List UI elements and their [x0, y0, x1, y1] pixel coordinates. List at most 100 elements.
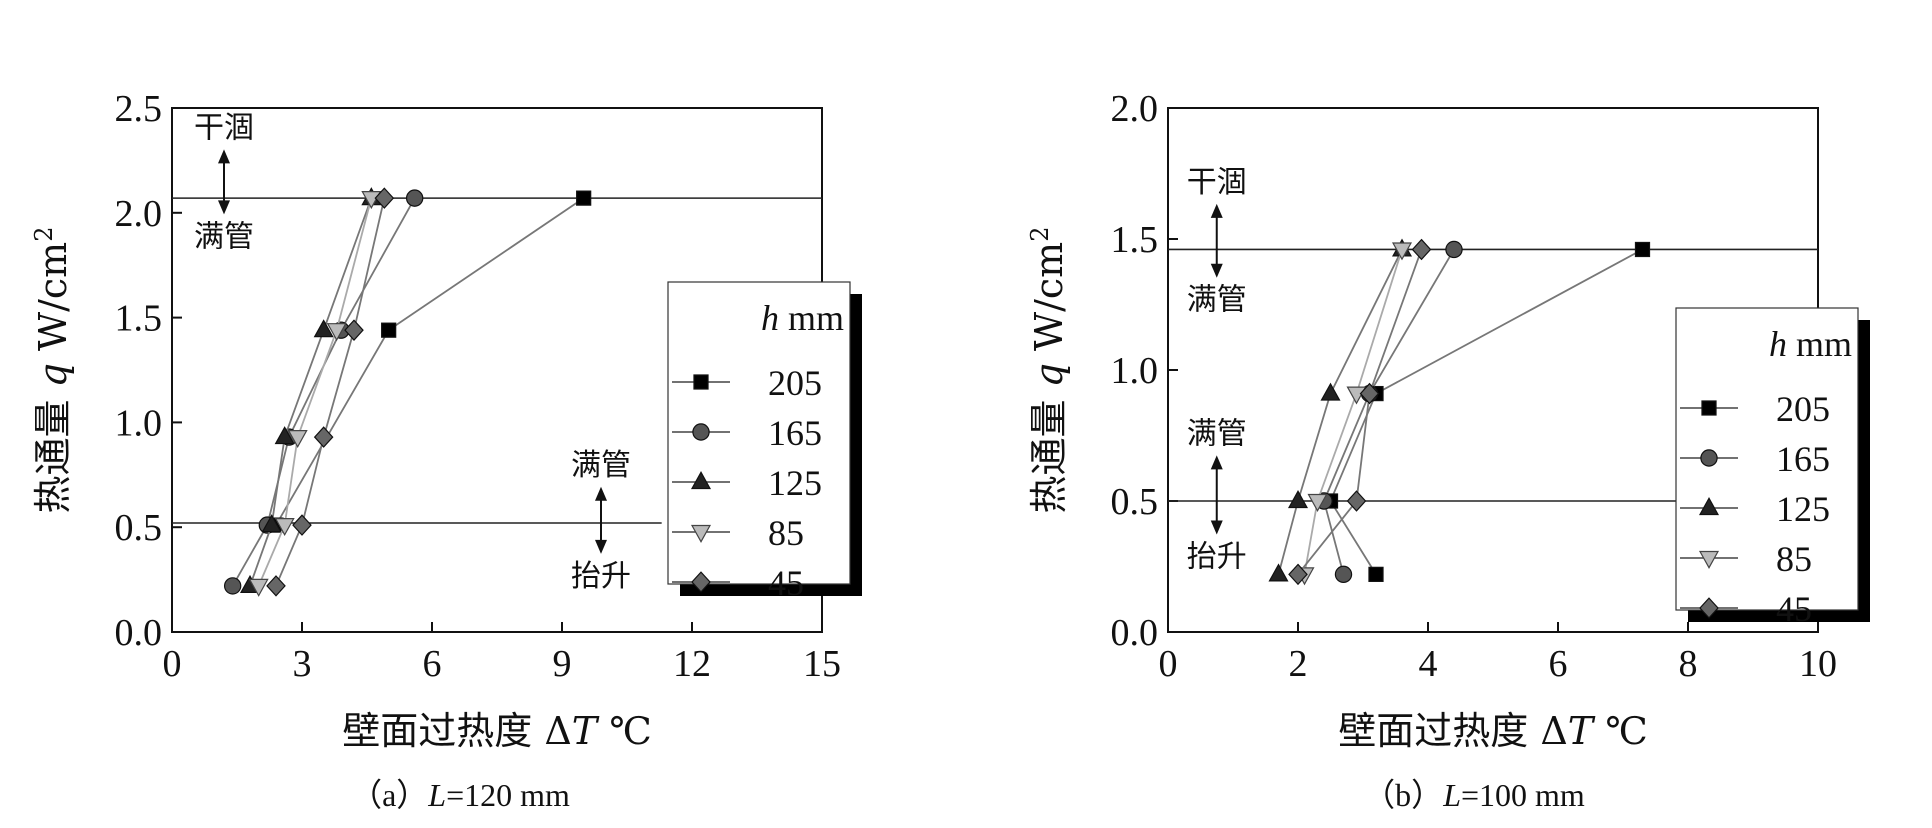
x-axis-label: 壁面过热度 ΔT ℃ — [1338, 709, 1647, 753]
data-point — [361, 191, 382, 210]
legend-label: 45 — [1776, 589, 1812, 629]
regime-arrow-head-down — [218, 200, 230, 215]
data-point — [287, 429, 308, 449]
data-point — [313, 426, 334, 448]
data-point — [1288, 563, 1308, 586]
data-point — [381, 322, 397, 338]
regime-arrow-head-up — [595, 486, 607, 501]
regime-annotation: 干涸 — [194, 110, 254, 145]
series-45 — [266, 187, 395, 597]
data-point — [266, 575, 286, 597]
legend-label: 85 — [768, 513, 804, 553]
regime-annotation: 抬升 — [1187, 540, 1247, 575]
x-tick-label: 0 — [163, 643, 182, 685]
legend-label: 165 — [768, 413, 822, 453]
legend-title: h mm — [761, 298, 844, 338]
series-line — [275, 197, 386, 587]
series-85 — [1294, 242, 1413, 586]
data-point — [1307, 493, 1328, 512]
regime-arrow-head-up — [1210, 203, 1223, 218]
legend-label: 165 — [1776, 439, 1830, 479]
data-point — [1391, 242, 1413, 261]
legend-marker — [690, 524, 712, 543]
data-point — [261, 514, 282, 533]
data-point — [1346, 386, 1367, 405]
data-point — [1359, 382, 1380, 405]
panel-caption: （b）L=100 mm — [1363, 777, 1585, 813]
data-point — [1287, 490, 1309, 509]
y-tick-label: 1.5 — [115, 298, 163, 340]
x-tick-label: 6 — [423, 643, 442, 685]
legend-label: 125 — [768, 463, 822, 503]
legend: h mm 205 165 125 85 45 — [667, 281, 862, 603]
legend-label: 125 — [1776, 489, 1830, 529]
x-axis-label: 壁面过热度 ΔT ℃ — [342, 709, 651, 753]
x-tick-label: 8 — [1679, 643, 1698, 685]
legend-marker — [1699, 597, 1719, 619]
y-tick-label: 1.5 — [1111, 219, 1159, 261]
panel-caption: （a）L=120 mm — [350, 777, 570, 813]
legend-label: 205 — [768, 363, 822, 403]
legend-marker — [1701, 400, 1717, 416]
legend-label: 85 — [1776, 539, 1812, 579]
regime-annotation: 满管 — [571, 448, 631, 483]
data-point — [1634, 241, 1651, 258]
series-line — [275, 197, 585, 526]
data-point — [248, 578, 269, 597]
regime-arrow-head-down — [595, 539, 607, 554]
x-tick-label: 0 — [1159, 643, 1178, 685]
data-point — [326, 323, 347, 342]
data-point — [274, 426, 295, 445]
series-45 — [1288, 238, 1432, 586]
data-point — [223, 577, 242, 595]
legend-label: 205 — [1776, 389, 1830, 429]
legend-label: 45 — [768, 563, 804, 603]
data-point — [1368, 566, 1384, 582]
data-point — [1320, 382, 1341, 401]
data-point — [344, 319, 364, 341]
data-point — [1334, 565, 1353, 584]
legend-marker — [1700, 449, 1718, 467]
regime-arrow-head-down — [1210, 520, 1223, 535]
series-line — [1277, 249, 1403, 575]
regime-annotation: 抬升 — [571, 559, 631, 594]
legend: h mm 205 165 125 85 45 — [1675, 307, 1870, 629]
regime-arrow-head-up — [1210, 455, 1223, 470]
series-205 — [268, 190, 592, 533]
x-tick-label: 9 — [553, 643, 572, 685]
regime-annotation: 满管 — [1187, 283, 1247, 318]
series-85 — [248, 191, 382, 597]
y-tick-label: 0.0 — [115, 612, 163, 654]
regime-arrow-head-up — [218, 149, 230, 164]
x-tick-label: 15 — [803, 643, 841, 685]
legend-marker — [692, 423, 710, 441]
data-point — [1445, 240, 1463, 259]
y-tick-label: 0.5 — [1111, 481, 1159, 523]
data-point — [1268, 563, 1289, 582]
regime-annotation: 满管 — [194, 219, 254, 254]
series-line — [1297, 249, 1423, 575]
regime-annotation: 干涸 — [1187, 165, 1247, 200]
series-125 — [239, 187, 382, 593]
y-axis-label: 热通量 q W/cm2 — [30, 227, 75, 514]
data-point — [292, 514, 312, 536]
series-line — [1329, 248, 1643, 575]
x-tick-label: 4 — [1419, 643, 1438, 685]
x-tick-label: 2 — [1289, 643, 1308, 685]
y-tick-label: 0.0 — [1111, 612, 1159, 654]
regime-annotation: 满管 — [1187, 416, 1247, 451]
x-tick-label: 3 — [293, 643, 312, 685]
legend-marker — [1698, 497, 1720, 516]
data-point — [374, 187, 395, 209]
series-205 — [1322, 241, 1651, 582]
y-tick-label: 1.0 — [1111, 350, 1159, 392]
data-point — [274, 518, 295, 537]
y-axis-label: 热通量 q W/cm2 — [1026, 227, 1071, 514]
x-tick-label: 12 — [673, 643, 711, 685]
y-tick-label: 1.0 — [115, 402, 163, 444]
y-tick-label: 2.5 — [115, 88, 163, 130]
regime-arrow-head-down — [1210, 263, 1223, 278]
